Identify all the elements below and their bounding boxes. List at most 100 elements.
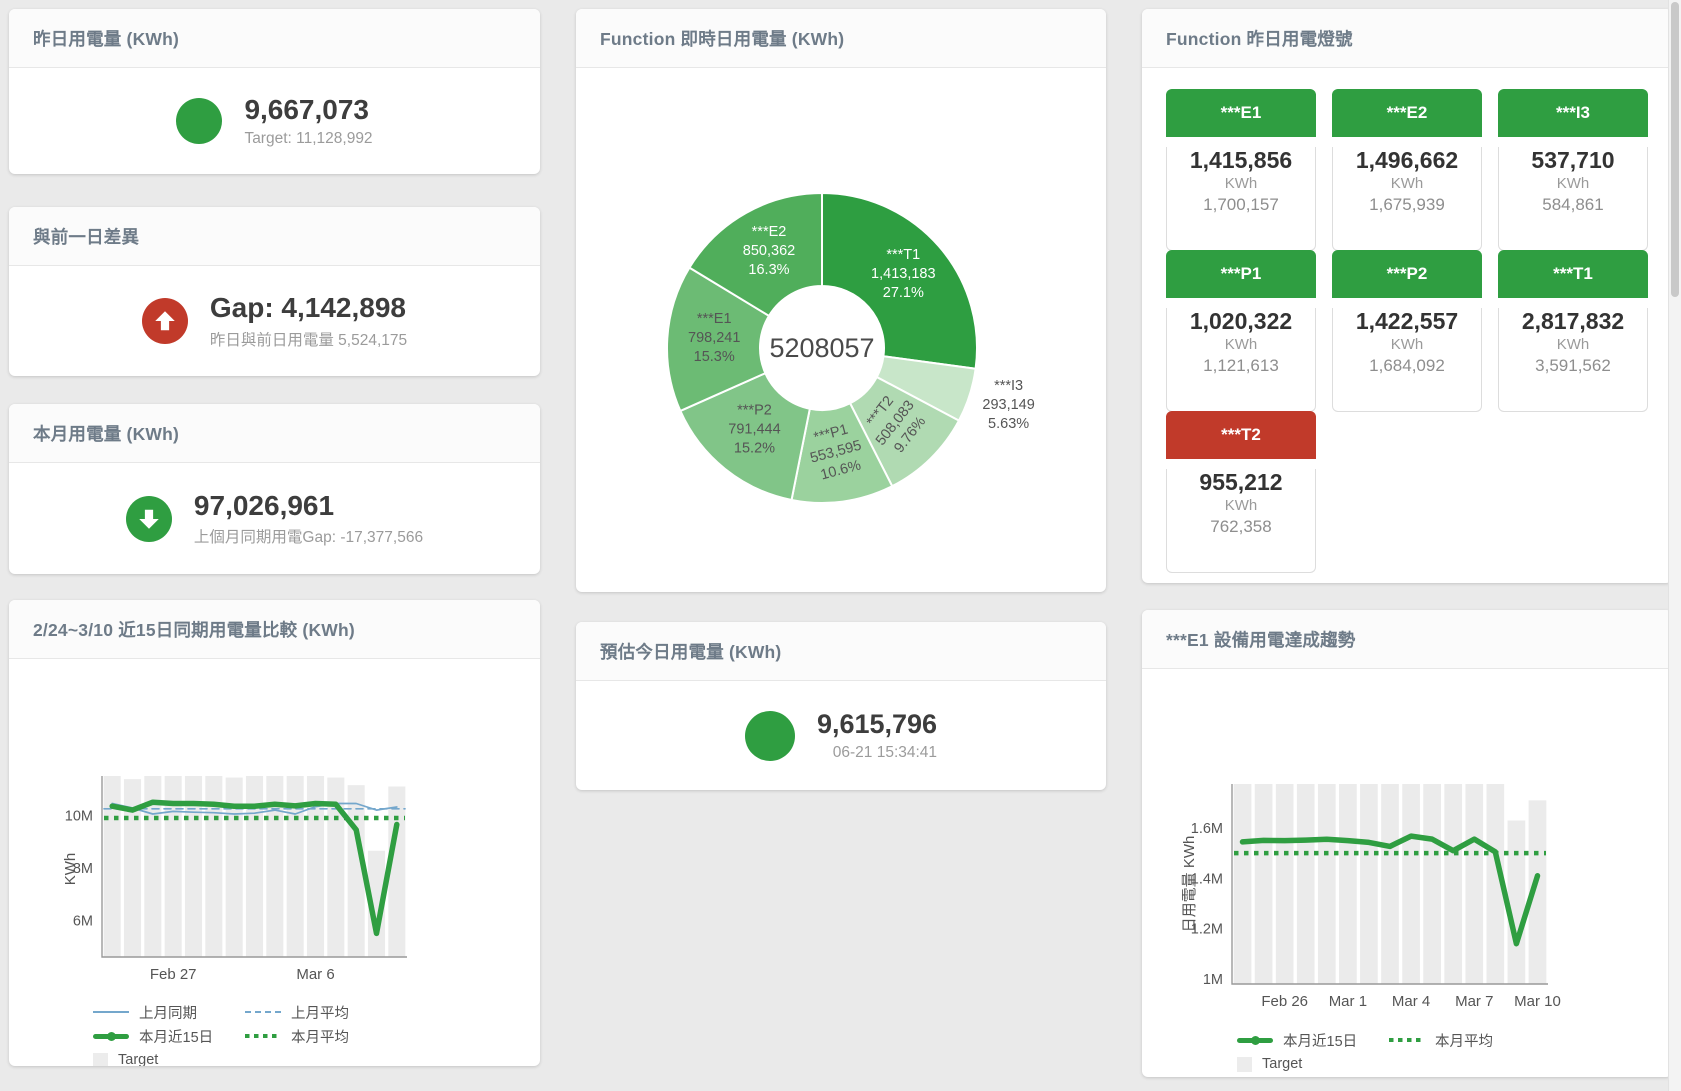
legend-box-swatch-icon [1237,1056,1252,1072]
tile-target: 762,358 [1210,517,1272,536]
realtime-donut-chart[interactable]: ***T1 1,413,183 27.1%***I3 293,149 5.63%***T… [576,68,1104,591]
device-tile-T1: ***T1 2,817,832 KWh 3,591,562 [1498,250,1648,412]
legend-line-swatch-icon [93,1011,129,1013]
kpi-text: 97,026,961 上個月同期用電Gap: -17,377,566 [194,490,423,547]
device-tile-T2: ***T2 955,212 KWh 762,358 [1166,411,1316,573]
card-header: 預估今日用電量 (KWh) [576,622,1106,681]
device-tiles-grid: ***E1 1,415,856 KWh 1,700,157 ***E2 1,496,662… [1142,68,1672,583]
svg-text:1.2M: 1.2M [1191,922,1223,938]
card-title: 預估今日用電量 (KWh) [600,641,782,662]
tile-unit: KWh [1224,336,1258,353]
tile-status-header: ***E2 [1332,89,1482,137]
legend-item[interactable]: 本月平均 [1389,1030,1541,1051]
tile-status-header: ***E1 [1166,89,1316,137]
card-title: Function 昨日用電燈號 [1166,28,1353,49]
device-tile-P2: ***P2 1,422,557 KWh 1,684,092 [1332,250,1482,412]
tile-status-header: ***I3 [1498,89,1648,137]
legend-box-swatch-icon [93,1052,108,1066]
legend-label: 本月平均 [1435,1033,1493,1050]
legend-item[interactable]: 上月同期 [93,1002,245,1023]
card-title: ***E1 設備用電達成趨勢 [1166,629,1356,650]
legend-label: 本月近15日 [1283,1033,1358,1050]
legend-thick-swatch-icon [1237,1035,1273,1045]
donut-slice-label: ***I3 293,149 5.63% [982,378,1034,432]
tile-target: 1,684,092 [1369,356,1445,375]
chart-legend: 上月同期 上月平均本月近15日 本月平均 Target [93,1000,540,1066]
tile-value: 1,422,557 [1355,308,1459,334]
svg-text:Mar 4: Mar 4 [1392,993,1430,1010]
legend-item[interactable]: Target [1237,1056,1389,1072]
donut-slice-label: ***E2 850,362 16.3% [743,224,795,278]
tile-value: 537,710 [1531,147,1615,173]
svg-text:1.6M: 1.6M [1191,821,1223,837]
status-circle-icon [176,98,223,144]
card-estimate-today: 預估今日用電量 (KWh) 9,615,796 06-21 15:34:41 [576,622,1106,790]
tile-body: 1,422,557 KWh 1,684,092 [1332,308,1482,412]
scrollbar-thumb[interactable] [1671,2,1679,297]
kpi-subtitle: 上個月同期用電Gap: -17,377,566 [193,529,424,547]
tile-body: 2,817,832 KWh 3,591,562 [1498,308,1648,412]
card-title: 與前一日差異 [33,226,140,247]
tile-unit: KWh [1390,175,1424,192]
tile-value: 955,212 [1199,469,1283,495]
tile-target: 1,700,157 [1203,195,1279,214]
legend-item[interactable]: 本月近15日 [1237,1030,1389,1051]
svg-text:8M: 8M [73,861,93,877]
arrow-up-icon [141,298,188,344]
chart-legend: 本月近15日 本月平均 Target [1237,1028,1672,1076]
tile-unit: KWh [1556,336,1590,353]
kpi-value: 9,615,796 [816,709,938,740]
legend-label: 本月平均 [291,1029,349,1046]
tile-target: 584,861 [1542,195,1604,214]
svg-text:1.4M: 1.4M [1191,871,1223,887]
tile-body: 955,212 KWh 762,358 [1166,469,1316,573]
svg-text:Mar 7: Mar 7 [1455,993,1493,1010]
tile-body: 1,415,856 KWh 1,700,157 [1166,147,1316,251]
legend-label: Target [1262,1056,1303,1072]
card-e1-trend-chart: ***E1 設備用電達成趨勢 1M 1.2M 1.4M 1.6M Feb 26 Mar 1… [1142,610,1672,1077]
legend-thick-swatch-icon [93,1031,129,1041]
svg-text:日用電量 KWh: 日用電量 KWh [1181,836,1198,933]
device-tile-E1: ***E1 1,415,856 KWh 1,700,157 [1166,89,1316,251]
card-month-usage: 本月用電量 (KWh) 97,026,961 上個月同期用電Gap: -17,3… [9,404,540,574]
legend-label: 上月平均 [291,1005,349,1022]
kpi-subtitle: 昨日與前日用電量 5,524,175 [209,331,408,349]
legend-label: 上月同期 [139,1005,197,1022]
card-header: Function 昨日用電燈號 [1142,9,1672,68]
legend-item[interactable]: Target [93,1052,245,1066]
compare-line-chart: 6M 8M 10M Feb 27 Mar 6 KWh [62,776,407,983]
kpi-subtitle: Target: 11,128,992 [244,129,373,147]
arrow-down-icon [125,495,172,542]
card-title: 昨日用電量 (KWh) [33,28,180,49]
tile-unit: KWh [1556,175,1590,192]
donut-center-total: 5208057 [769,333,874,363]
tile-unit: KWh [1224,175,1258,192]
card-header: 本月用電量 (KWh) [9,404,540,463]
device-tile-I3: ***I3 537,710 KWh 584,861 [1498,89,1648,251]
tile-target: 1,675,939 [1369,195,1445,214]
legend-dot-swatch-icon [1389,1037,1425,1043]
tile-target: 3,591,562 [1535,356,1611,375]
tile-status-header: ***T2 [1166,411,1316,459]
card-title: 2/24~3/10 近15日同期用電量比較 (KWh) [33,619,355,640]
svg-text:Mar 1: Mar 1 [1329,993,1367,1010]
card-header: ***E1 設備用電達成趨勢 [1142,610,1672,669]
scrollbar-track [1668,0,1681,1091]
card-day-gap: 與前一日差異 Gap: 4,142,898 昨日與前日用電量 5,524,175 [9,207,540,376]
svg-text:Mar 10: Mar 10 [1514,993,1561,1010]
card-header: 與前一日差異 [9,207,540,266]
tile-body: 537,710 KWh 584,861 [1498,147,1648,251]
tile-status-header: ***P1 [1166,250,1316,298]
legend-item[interactable]: 本月平均 [245,1026,397,1047]
legend-item[interactable]: 上月平均 [245,1002,397,1023]
status-circle-icon [744,710,795,761]
tile-unit: KWh [1390,336,1424,353]
tile-value: 1,020,322 [1189,308,1293,334]
legend-label: Target [118,1052,159,1066]
card-title: 本月用電量 (KWh) [33,423,180,444]
card-header: Function 即時日用電量 (KWh) [576,9,1106,68]
card-realtime-donut: Function 即時日用電量 (KWh) ***T1 1,413,183 27.1… [576,9,1106,592]
legend-item[interactable]: 本月近15日 [93,1026,245,1047]
card-title: Function 即時日用電量 (KWh) [600,28,845,49]
